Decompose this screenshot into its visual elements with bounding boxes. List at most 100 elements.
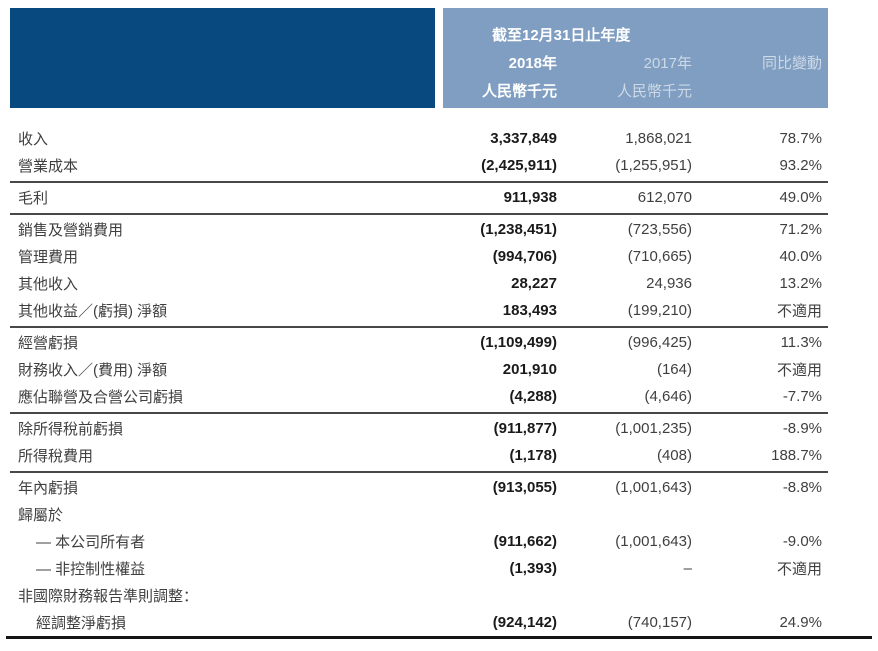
value-2017: (408) <box>656 447 692 464</box>
value-2017: (1,255,951) <box>615 157 692 174</box>
table-row: 年內虧損 (913,055) (1,001,643) -8.8% <box>10 474 828 501</box>
table-row: 經調整淨虧損 (924,142) (740,157) 24.9% <box>10 609 828 636</box>
row-label: 其他收益／(虧損) 淨額 <box>18 303 168 320</box>
value-2017: 612,070 <box>637 189 692 206</box>
table-row: — 本公司所有者 (911,662) (1,001,643) -9.0% <box>10 528 828 555</box>
value-2017: (4,646) <box>644 388 692 405</box>
value-2017: 24,936 <box>646 275 692 292</box>
period-title: 截至12月31日止年度 <box>492 27 631 44</box>
table-row: 銷售及營銷費用 (1,238,451) (723,556) 71.2% <box>10 216 828 243</box>
value-2018: (1,238,451) <box>480 221 557 238</box>
table-body: 收入 3,337,849 1,868,021 78.7% 營業成本 (2,425… <box>10 125 828 636</box>
row-label: 除所得稅前虧損 <box>18 421 124 438</box>
column-header-2018: 2018年 <box>508 55 557 72</box>
value-2017: (1,001,235) <box>615 420 692 437</box>
header-dark-block <box>10 8 435 108</box>
value-change: 11.3% <box>780 334 822 351</box>
value-2017: 1,868,021 <box>625 130 692 147</box>
value-change: 40.0% <box>779 248 822 265</box>
value-2017: (164) <box>656 361 692 378</box>
row-label: 銷售及營銷費用 <box>18 222 124 239</box>
row-label: 經營虧損 <box>18 335 79 352</box>
value-2018: 201,910 <box>502 361 557 378</box>
value-2018: (911,662) <box>493 533 557 550</box>
value-2018: 28,227 <box>511 275 557 292</box>
row-label: 其他收入 <box>18 276 79 293</box>
value-2018: (4,288) <box>509 388 557 405</box>
value-change: 49.0% <box>779 189 822 206</box>
value-change: 24.9% <box>779 614 822 631</box>
value-change: -8.8% <box>782 479 822 496</box>
row-divider <box>10 181 828 183</box>
value-change: 78.7% <box>779 130 822 147</box>
row-divider <box>10 213 828 215</box>
value-2017: (1,001,643) <box>615 479 692 496</box>
table-row: 財務收入／(費用) 淨額 201,910 (164) 不適用 <box>10 356 828 383</box>
value-2018: (1,393) <box>509 560 557 577</box>
column-header-2017: 2017年 <box>643 55 692 72</box>
value-2017: (199,210) <box>627 302 692 319</box>
table-bottom-rule <box>6 636 872 639</box>
value-2017: (1,001,643) <box>615 533 692 550</box>
value-change: 13.2% <box>779 275 822 292</box>
row-divider <box>10 471 828 473</box>
table-row: 非國際財務報告準則調整： <box>10 582 828 609</box>
value-change: 不適用 <box>776 362 822 379</box>
value-2017: – <box>683 560 692 577</box>
value-2018: (911,877) <box>493 420 557 437</box>
value-2018: (994,706) <box>492 248 557 265</box>
unit-label-2018: 人民幣千元 <box>481 83 557 100</box>
table-row: 除所得稅前虧損 (911,877) (1,001,235) -8.9% <box>10 415 828 442</box>
table-header: 截至12月31日止年度 2018年 2017年 同比變動 人民幣千元 人民幣千元 <box>10 8 828 108</box>
row-label: 非國際財務報告準則調整： <box>18 588 199 605</box>
row-label: 財務收入／(費用) 淨額 <box>18 362 168 379</box>
row-label: 毛利 <box>18 190 49 207</box>
row-label: 應佔聯營及合營公司虧損 <box>18 389 184 406</box>
table-row: 歸屬於 <box>10 501 828 528</box>
value-2018: (913,055) <box>492 479 557 496</box>
unit-label-row: 人民幣千元 人民幣千元 <box>443 78 828 106</box>
row-label: 經調整淨虧損 <box>36 615 127 632</box>
table-row: — 非控制性權益 (1,393) – 不適用 <box>10 555 828 582</box>
table-row: 毛利 911,938 612,070 49.0% <box>10 184 828 211</box>
table-row: 收入 3,337,849 1,868,021 78.7% <box>10 125 828 152</box>
unit-label-empty <box>692 78 828 106</box>
value-2017: (723,556) <box>627 221 692 238</box>
value-2017: (996,425) <box>627 334 692 351</box>
column-header-change: 同比變動 <box>761 55 822 72</box>
table-row: 經營虧損 (1,109,499) (996,425) 11.3% <box>10 329 828 356</box>
row-label: 管理費用 <box>18 249 79 266</box>
row-label: 營業成本 <box>18 158 79 175</box>
value-2018: (924,142) <box>492 614 557 631</box>
table-row: 管理費用 (994,706) (710,665) 40.0% <box>10 243 828 270</box>
value-change: 188.7% <box>771 447 822 464</box>
row-label: — 非控制性權益 <box>36 561 146 578</box>
value-2017: (710,665) <box>627 248 692 265</box>
column-header-row: 2018年 2017年 同比變動 <box>443 50 828 78</box>
value-change: 93.2% <box>779 157 822 174</box>
value-change: 不適用 <box>776 561 822 578</box>
table-row: 營業成本 (2,425,911) (1,255,951) 93.2% <box>10 152 828 179</box>
row-label: — 本公司所有者 <box>36 534 146 551</box>
header-light-block: 截至12月31日止年度 2018年 2017年 同比變動 人民幣千元 人民幣千元 <box>443 8 828 108</box>
value-2018: 911,938 <box>503 189 557 206</box>
table-row: 所得稅費用 (1,178) (408) 188.7% <box>10 442 828 469</box>
row-divider <box>10 412 828 414</box>
value-2018: (1,109,499) <box>480 334 557 351</box>
row-label: 收入 <box>18 131 49 148</box>
row-label: 歸屬於 <box>18 507 64 524</box>
table-row: 其他收益／(虧損) 淨額 183,493 (199,210) 不適用 <box>10 297 828 324</box>
value-change: -8.9% <box>782 420 822 437</box>
value-2018: (2,425,911) <box>481 157 557 174</box>
value-2018: (1,178) <box>509 447 557 464</box>
row-divider <box>10 326 828 328</box>
value-2018: 3,337,849 <box>490 130 557 147</box>
value-2017: (740,157) <box>627 614 692 631</box>
unit-label-2017: 人民幣千元 <box>616 83 692 100</box>
value-change: -9.0% <box>782 533 822 550</box>
value-change: 71.2% <box>779 221 822 238</box>
value-2018: 183,493 <box>502 302 557 319</box>
value-change: 不適用 <box>776 303 822 320</box>
table-row: 其他收入 28,227 24,936 13.2% <box>10 270 828 297</box>
